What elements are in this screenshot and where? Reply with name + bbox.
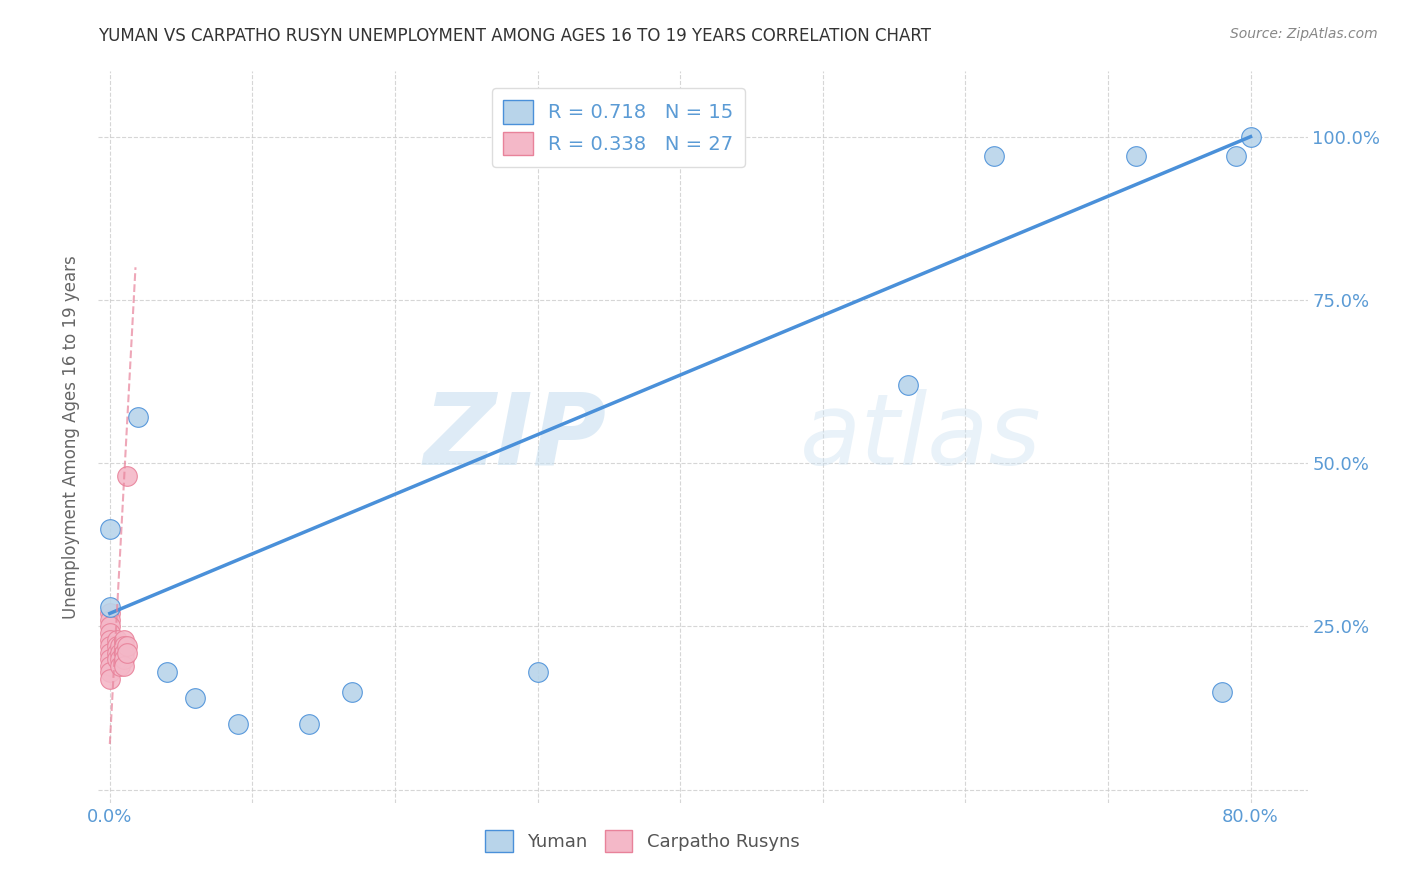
Point [1125,149,1147,163]
Point [156,665,179,680]
Point [98,639,121,653]
Text: ZIP: ZIP [423,389,606,485]
Point [115,469,138,483]
Point [1239,129,1261,144]
Point [108,646,131,660]
Point [526,665,548,680]
Point [98,521,121,535]
Point [98,626,121,640]
Point [98,632,121,647]
Point [298,717,321,731]
Point [98,672,121,686]
Point [98,646,121,660]
Legend: Yuman, Carpatho Rusyns: Yuman, Carpatho Rusyns [478,823,807,860]
Point [112,658,135,673]
Point [98,658,121,673]
Point [184,691,207,706]
Point [112,639,135,653]
Point [98,613,121,627]
Point [112,646,135,660]
Point [115,646,138,660]
Text: Source: ZipAtlas.com: Source: ZipAtlas.com [1230,27,1378,41]
Point [98,652,121,666]
Text: YUMAN VS CARPATHO RUSYN UNEMPLOYMENT AMONG AGES 16 TO 19 YEARS CORRELATION CHART: YUMAN VS CARPATHO RUSYN UNEMPLOYMENT AMO… [98,27,931,45]
Point [108,652,131,666]
Point [98,599,121,614]
Point [112,632,135,647]
Point [108,658,131,673]
Text: atlas: atlas [800,389,1042,485]
Point [897,377,920,392]
Point [98,607,121,621]
Point [1225,149,1247,163]
Point [105,639,128,653]
Point [98,665,121,680]
Point [983,149,1005,163]
Point [105,652,128,666]
Y-axis label: Unemployment Among Ages 16 to 19 years: Unemployment Among Ages 16 to 19 years [62,255,80,619]
Point [98,619,121,633]
Point [105,632,128,647]
Point [112,652,135,666]
Point [105,646,128,660]
Point [342,685,364,699]
Point [115,639,138,653]
Point [1211,685,1233,699]
Point [226,717,249,731]
Point [108,639,131,653]
Point [127,410,149,425]
